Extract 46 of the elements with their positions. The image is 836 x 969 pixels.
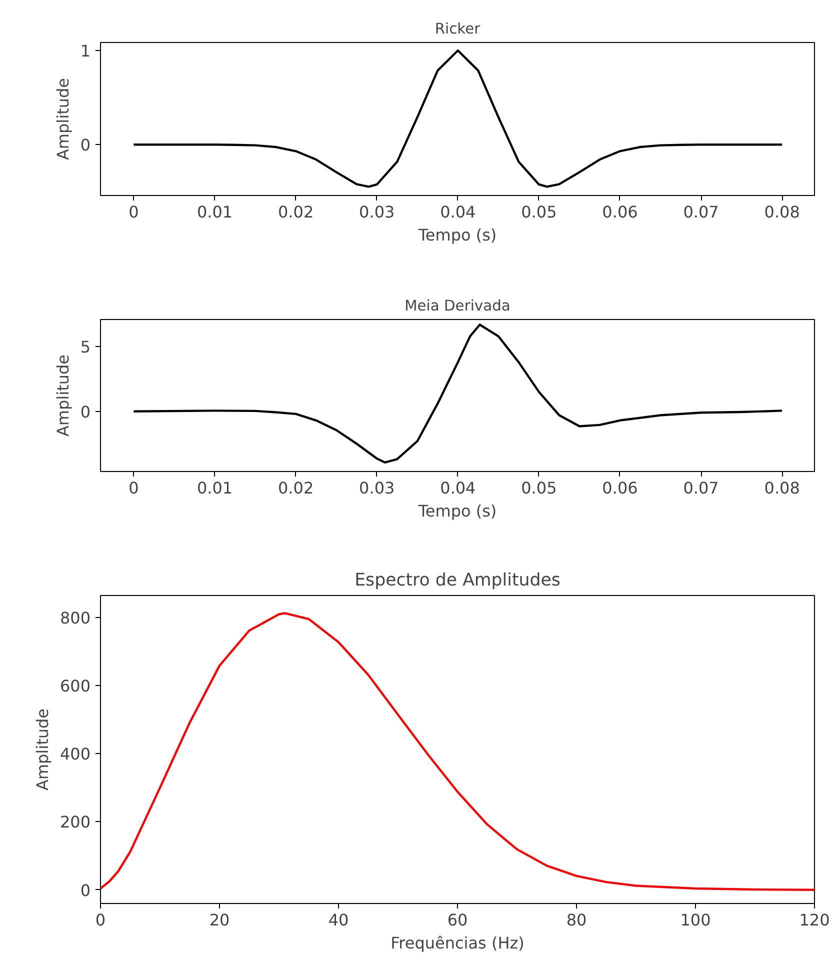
x-tick-label: 0.08	[764, 478, 800, 498]
x-tick-label: 60	[447, 910, 468, 930]
chart-title: Espectro de Amplitudes	[354, 570, 560, 590]
x-tick-label: 0.05	[521, 478, 557, 498]
chart-title: Ricker	[434, 20, 482, 38]
x-tick-label: 40	[328, 910, 349, 930]
x-tick-label: 0.07	[683, 202, 719, 222]
x-tick-label: 80	[566, 910, 587, 930]
x-tick-label: 0.08	[764, 202, 800, 222]
y-tick-label: 200	[60, 812, 91, 832]
y-tick-label: 400	[60, 744, 91, 764]
x-tick-label: 0	[128, 478, 139, 498]
y-tick-label: 5	[80, 338, 91, 357]
x-tick-label: 0	[95, 910, 106, 930]
x-tick-label: 0.07	[683, 478, 719, 498]
x-tick-label: 0.03	[359, 202, 395, 222]
y-tick-label: 0	[80, 136, 91, 155]
x-tick-label: 0.04	[440, 202, 476, 222]
y-tick-label: 600	[60, 676, 91, 696]
x-tick-label: 0.04	[440, 478, 476, 498]
x-tick-label: 0	[128, 202, 139, 222]
line-series	[132, 49, 784, 188]
x-tick-label: 0.01	[196, 202, 233, 222]
y-tick-label: 0	[80, 402, 91, 422]
x-tick-label: 20	[209, 910, 230, 930]
y-axis-title: Amplitude	[53, 354, 72, 436]
y-tick-label: 0	[80, 880, 91, 900]
line-series	[132, 324, 784, 464]
x-tick-label: 100	[680, 910, 711, 930]
y-axis-title: Amplitude	[53, 78, 72, 160]
x-tick-label: 0.02	[278, 478, 314, 498]
y-axis-title: Amplitude	[32, 708, 52, 790]
x-tick-label: 0.05	[521, 202, 557, 222]
x-axis-title: Tempo (s)	[417, 502, 497, 520]
y-tick-label: 800	[60, 608, 91, 628]
x-tick-label: 0.01	[196, 478, 233, 498]
x-tick-label: 0.06	[602, 478, 638, 498]
x-tick-label: 0.03	[359, 478, 395, 498]
x-tick-label: 0.02	[278, 202, 314, 222]
y-tick-label: 1	[80, 42, 91, 61]
x-axis-title: Tempo (s)	[417, 226, 497, 244]
x-tick-label: 120	[799, 910, 830, 930]
x-tick-label: 0.06	[602, 202, 638, 222]
chart-title: Meia Derivada	[404, 298, 510, 314]
x-axis-title: Frequências (Hz)	[390, 934, 524, 952]
line-series	[100, 612, 814, 891]
